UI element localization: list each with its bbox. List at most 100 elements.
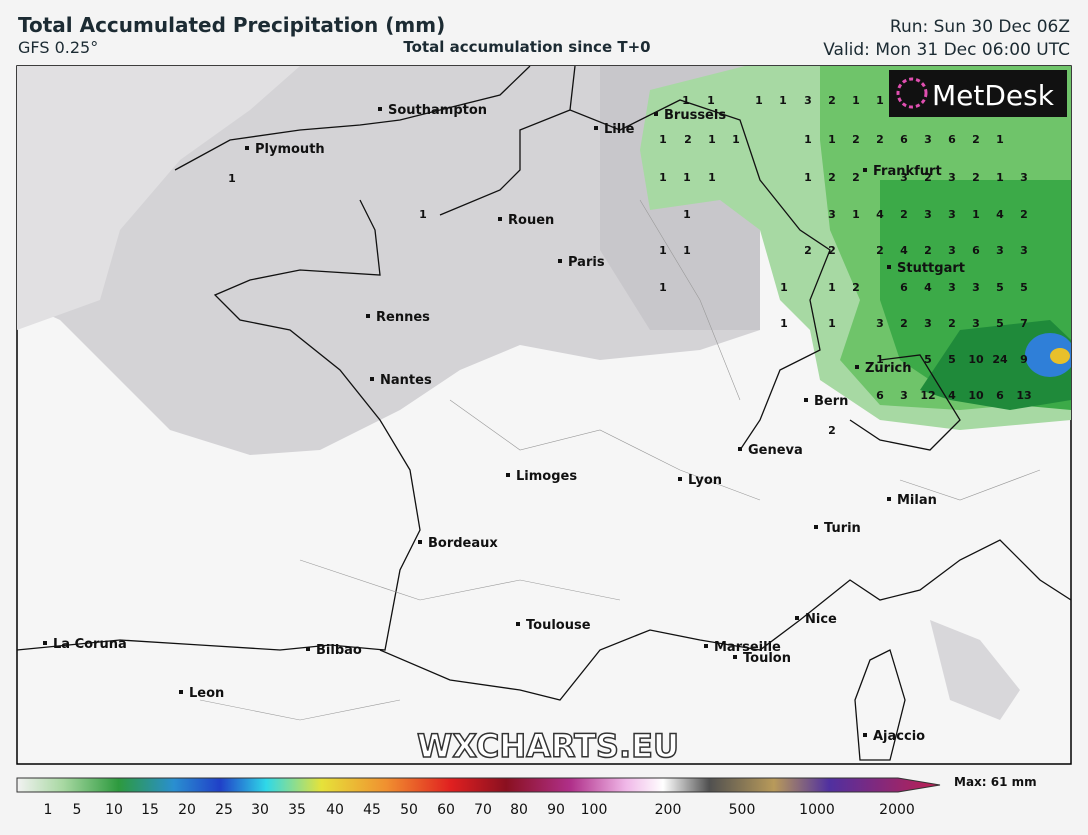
city-marker xyxy=(179,690,183,694)
grid-value: 9 xyxy=(1020,353,1028,366)
grid-value: 1 xyxy=(876,94,884,107)
grid-value: 1 xyxy=(659,281,667,294)
grid-value: 1 xyxy=(828,133,836,146)
city-label: Lyon xyxy=(688,473,722,488)
city-marker xyxy=(370,377,374,381)
grid-value: 1 xyxy=(852,208,860,221)
city-label: La Coruna xyxy=(53,637,127,652)
city-label: Turin xyxy=(824,521,861,536)
city-marker xyxy=(498,217,502,221)
city-marker xyxy=(887,497,891,501)
city-label: Bordeaux xyxy=(428,536,498,551)
grid-value: 6 xyxy=(996,389,1004,402)
colorbar-label: 70 xyxy=(474,802,492,818)
grid-value: 13 xyxy=(1016,389,1031,402)
grid-value: 1 xyxy=(659,133,667,146)
model: GFS 0.25° xyxy=(18,38,98,57)
grid-value: 5 xyxy=(996,281,1004,294)
grid-value: 1 xyxy=(683,208,691,221)
city-marker xyxy=(733,655,737,659)
city-label: Plymouth xyxy=(255,142,325,157)
city-label: Frankfurt xyxy=(873,164,942,179)
city-marker xyxy=(558,259,562,263)
grid-value: 1 xyxy=(828,281,836,294)
colorbar-label: 100 xyxy=(581,802,608,818)
colorbar-label: 45 xyxy=(363,802,381,818)
grid-value: 2 xyxy=(852,133,860,146)
city-marker xyxy=(704,644,708,648)
city-marker xyxy=(306,647,310,651)
watermark: WXCHARTS.EU xyxy=(417,727,679,765)
grid-value: 2 xyxy=(828,244,836,257)
grid-value: 3 xyxy=(972,281,980,294)
grid-value: 1 xyxy=(852,94,860,107)
city-marker xyxy=(795,616,799,620)
grid-value: 1 xyxy=(972,208,980,221)
city-label: Milan xyxy=(897,493,937,508)
city-label: Geneva xyxy=(748,443,803,458)
colorbar-label: 200 xyxy=(655,802,682,818)
subtitle: Total accumulation since T+0 xyxy=(403,38,650,56)
city-label: Leon xyxy=(189,686,224,701)
grid-value: 5 xyxy=(948,353,956,366)
grid-value: 1 xyxy=(804,133,812,146)
grid-value: 1 xyxy=(780,317,788,330)
city-label: Bern xyxy=(814,394,848,409)
grid-value: 1 xyxy=(659,244,667,257)
colorbar-label: 500 xyxy=(729,802,756,818)
colorbar-label: 40 xyxy=(326,802,344,818)
grid-value: 1 xyxy=(682,94,690,107)
grid-value: 2 xyxy=(852,171,860,184)
grid-value: 3 xyxy=(804,94,812,107)
grid-value: 1 xyxy=(228,172,236,185)
city-marker xyxy=(594,126,598,130)
grid-value: 2 xyxy=(684,133,692,146)
grid-value: 3 xyxy=(900,171,908,184)
grid-value: 2 xyxy=(900,317,908,330)
colorbar-label: 15 xyxy=(141,802,159,818)
grid-value: 1 xyxy=(708,171,716,184)
grid-value: 2 xyxy=(828,94,836,107)
grid-value: 2 xyxy=(924,244,932,257)
grid-value: 2 xyxy=(828,424,836,437)
city-label: Nantes xyxy=(380,373,432,388)
city-marker xyxy=(738,447,742,451)
grid-value: 5 xyxy=(1020,281,1028,294)
grid-value: 3 xyxy=(948,281,956,294)
colorbar-label: 20 xyxy=(178,802,196,818)
colorbar-label: 25 xyxy=(215,802,233,818)
grid-value: 10 xyxy=(968,353,984,366)
grid-value: 1 xyxy=(755,94,763,107)
grid-value: 1 xyxy=(707,94,715,107)
grid-value: 5 xyxy=(924,353,932,366)
grid-value: 5 xyxy=(996,317,1004,330)
grid-value: 3 xyxy=(948,208,956,221)
colorbar-label: 35 xyxy=(288,802,306,818)
grid-value: 3 xyxy=(924,317,932,330)
city-label: Bilbao xyxy=(316,643,362,658)
city-label: Limoges xyxy=(516,469,577,484)
city-marker xyxy=(516,622,520,626)
grid-value: 1 xyxy=(683,171,691,184)
grid-value: 3 xyxy=(1020,171,1028,184)
grid-value: 1 xyxy=(996,133,1004,146)
grid-value: 2 xyxy=(900,208,908,221)
grid-value: 3 xyxy=(1020,244,1028,257)
city-marker xyxy=(506,473,510,477)
colorbar-label: 50 xyxy=(400,802,418,818)
city-marker xyxy=(814,525,818,529)
city-marker xyxy=(855,365,859,369)
colorbar-label: 1 xyxy=(44,802,53,818)
city-marker xyxy=(804,398,808,402)
grid-value: 2 xyxy=(924,171,932,184)
grid-value: 1 xyxy=(779,94,787,107)
grid-value: 4 xyxy=(996,208,1004,221)
grid-value: 3 xyxy=(948,171,956,184)
colorbar-label: 5 xyxy=(73,802,82,818)
grid-value: 12 xyxy=(920,389,935,402)
city-label: Paris xyxy=(568,255,605,270)
city-label: Southampton xyxy=(388,103,487,118)
city-marker xyxy=(378,107,382,111)
grid-value: 3 xyxy=(972,317,980,330)
